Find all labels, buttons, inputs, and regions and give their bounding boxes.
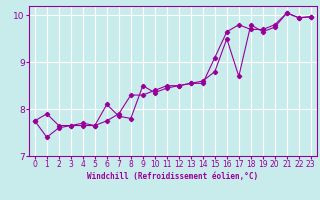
- X-axis label: Windchill (Refroidissement éolien,°C): Windchill (Refroidissement éolien,°C): [87, 172, 258, 181]
